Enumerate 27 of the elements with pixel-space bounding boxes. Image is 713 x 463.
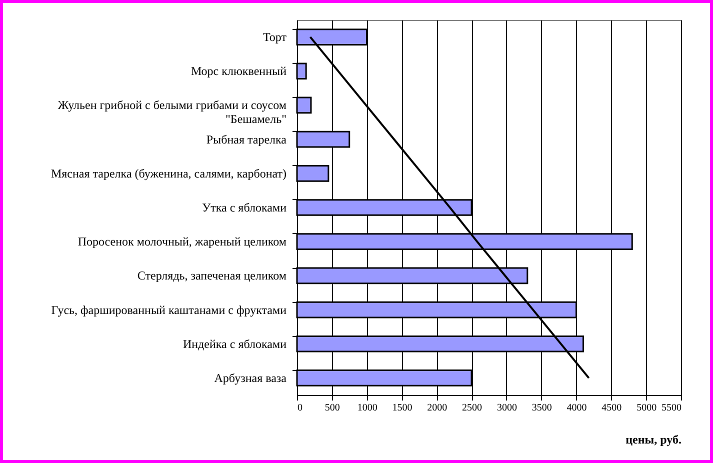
- x-tick-label: 5000: [636, 402, 657, 414]
- x-tick-label: 1000: [357, 402, 378, 414]
- x-tick-label: 5500: [662, 402, 682, 414]
- y-tick-label: Морс клюквенный: [190, 64, 288, 78]
- x-tick-label: 500: [324, 402, 340, 414]
- x-tick-label: 2000: [427, 402, 448, 414]
- y-tick-label: Мясная тарелка (буженина, салями, карбонат): [50, 166, 286, 180]
- x-tick-label: 3000: [496, 402, 517, 414]
- x-tick-label: 4000: [566, 402, 587, 414]
- bar: [296, 164, 330, 182]
- x-tick-label: 2500: [462, 402, 482, 414]
- y-tick-label: Гусь, фаршированный каштанами с фруктами: [51, 302, 288, 317]
- y-tick-label: Индейка с яблоками: [182, 336, 288, 351]
- y-tick-label: Торт: [262, 30, 288, 44]
- x-tick-label: 0: [298, 402, 302, 414]
- y-tick-label: Жульен грибной с белыми грибами и соусом "Бешамель": [58, 98, 287, 126]
- y-tick-label: Рыбная тарелка: [206, 132, 288, 146]
- x-tick-label: 1500: [392, 402, 412, 414]
- y-tick-label: Арбузная ваза: [214, 370, 288, 385]
- x-tick-label: 4500: [602, 402, 622, 414]
- x-axis-title: цены, руб.: [626, 432, 682, 446]
- bar: [296, 62, 307, 80]
- bar: [296, 96, 312, 114]
- y-tick-label: Утка с яблоками: [202, 200, 288, 214]
- y-tick-label: Стерлядь, запеченая целиком: [137, 268, 287, 283]
- y-tick-label: Поросенок молочный, жареный целиком: [78, 234, 287, 249]
- x-tick-label: 3500: [532, 402, 552, 414]
